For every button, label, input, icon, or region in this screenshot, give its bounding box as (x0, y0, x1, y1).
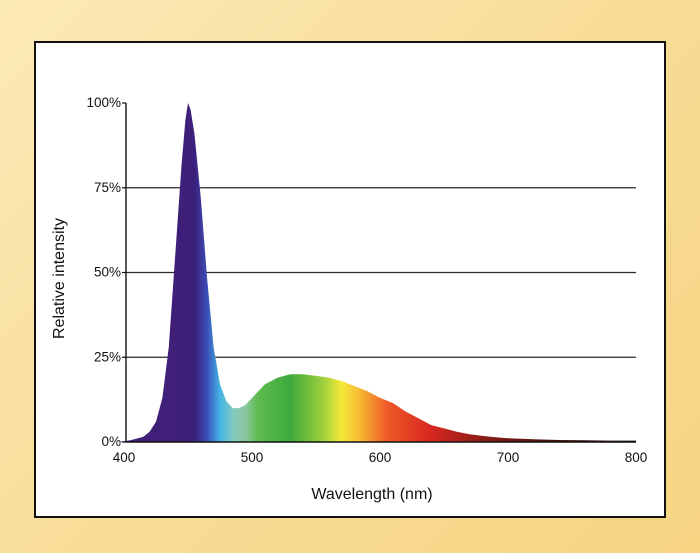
y-tick-label: 75% (94, 180, 121, 195)
spectrum-curve (98, 103, 636, 442)
axes (122, 102, 636, 443)
tick-labels: 0% 25% 50% 75% 100% 400 500 600 700 800 (86, 95, 647, 465)
y-axis-title: Relative intensity (51, 218, 68, 339)
y-tick-label: 25% (94, 349, 121, 364)
x-tick-label: 400 (113, 450, 136, 465)
chart-frame: 0% 25% 50% 75% 100% 400 500 600 700 800 Wavelengt… (34, 41, 666, 518)
x-tick-label: 700 (497, 450, 520, 465)
y-tick-label: 100% (86, 95, 121, 110)
y-tick-label: 0% (101, 434, 121, 449)
x-tick-label: 600 (369, 450, 392, 465)
spectrum-chart: 0% 25% 50% 75% 100% 400 500 600 700 800 Wavelengt… (51, 95, 647, 503)
y-tick-label: 50% (94, 265, 121, 280)
x-tick-label: 800 (625, 450, 648, 465)
x-tick-label: 500 (241, 450, 264, 465)
x-axis-title: Wavelength (nm) (311, 486, 432, 503)
spectrum-area (98, 103, 636, 442)
